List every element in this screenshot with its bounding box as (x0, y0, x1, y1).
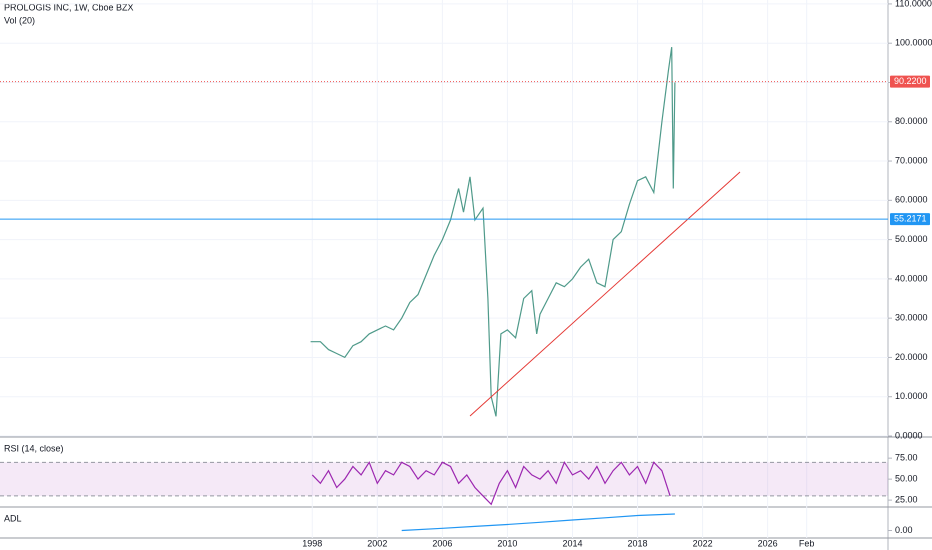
price-label-bg (890, 213, 930, 226)
rsi-title: RSI (14, close) (4, 443, 64, 453)
y-tick-label: 40.0000 (895, 273, 928, 283)
y-tick-label: 50.0000 (895, 234, 928, 244)
x-tick-label: 2002 (367, 538, 387, 548)
y-tick-label: 25.00 (895, 494, 918, 504)
series-line (401, 513, 675, 532)
adl-title: ADL (4, 513, 22, 523)
rsi-band (0, 462, 888, 496)
y-tick-label: 50.00 (895, 474, 918, 484)
y-tick-label: 110.0000 (895, 0, 932, 8)
x-tick-label: 1998 (302, 538, 322, 548)
series-line (310, 47, 676, 417)
price-label: 55.2171 (894, 213, 927, 223)
x-tick-label: 2022 (693, 538, 713, 548)
x-tick-label: 2018 (628, 538, 648, 548)
y-tick-label: 80.0000 (895, 116, 928, 126)
x-tick-label: 2010 (497, 538, 517, 548)
y-tick-label: 70.0000 (895, 155, 928, 165)
y-tick-label: 20.0000 (895, 352, 928, 362)
x-tick-label: Feb (799, 538, 815, 548)
price-label: 90.2200 (894, 76, 927, 86)
y-tick-label: 0.0000 (895, 430, 923, 440)
y-tick-label: 10.0000 (895, 391, 928, 401)
y-tick-label: 60.0000 (895, 195, 928, 205)
y-tick-label: 100.0000 (895, 38, 932, 48)
x-tick-label: 2026 (758, 538, 778, 548)
y-tick-label: 30.0000 (895, 313, 928, 323)
series-line (311, 460, 671, 506)
x-tick-label: 2014 (562, 538, 582, 548)
volume-label: Vol (20) (4, 15, 35, 25)
y-tick-label: 0.00 (895, 525, 913, 535)
chart-title: PROLOGIS INC, 1W, Cboe BZX (4, 2, 134, 12)
y-tick-label: 75.00 (895, 453, 918, 463)
trend-line (469, 171, 741, 417)
x-tick-label: 2006 (432, 538, 452, 548)
price-label-bg (890, 75, 930, 88)
